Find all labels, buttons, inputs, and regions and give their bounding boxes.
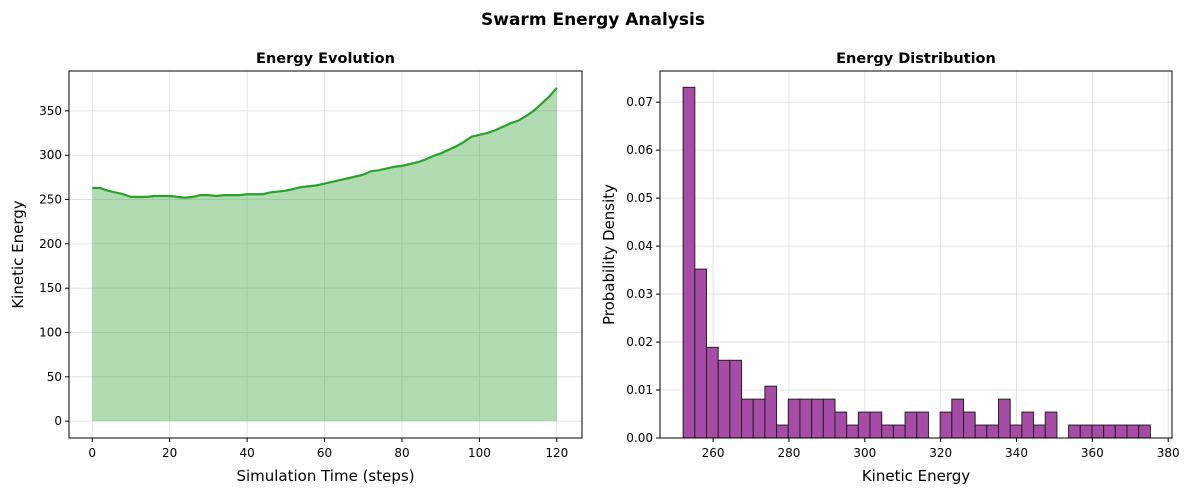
histogram-bar <box>834 411 848 439</box>
histogram-bar <box>705 346 719 439</box>
histogram-bar <box>682 86 696 439</box>
axes-title: Energy Evolution <box>256 51 395 67</box>
histogram-bar <box>869 411 883 439</box>
histogram-bar <box>892 424 906 439</box>
histogram-bar <box>694 268 707 439</box>
x-tick-label: 120 <box>545 446 568 460</box>
y-axis-label: Probability Density <box>600 184 618 325</box>
y-tick-label: 0 <box>54 414 62 428</box>
x-tick-label: 0 <box>88 446 96 460</box>
energy-distribution-axes: 260 280 300 320 340 360 380 0.00 0.01 0.02 0.03 0.0… <box>600 51 1180 485</box>
figure-suptitle: Swarm Energy Analysis <box>481 10 705 30</box>
y-tick-label: 150 <box>39 281 62 295</box>
x-axis-label: Kinetic Energy <box>862 467 970 485</box>
histogram-bar <box>1068 424 1081 439</box>
y-tick-label: 0.02 <box>626 335 653 349</box>
y-tick-label: 250 <box>39 193 62 207</box>
y-tick-label: 0.01 <box>626 383 653 397</box>
y-tick-label: 0.04 <box>626 239 653 253</box>
y-tick-label: 100 <box>39 326 62 340</box>
histogram-bar <box>1079 424 1093 439</box>
histogram-bar <box>1033 424 1046 439</box>
y-tick-label: 0.06 <box>626 143 653 157</box>
energy-area-fill <box>92 87 557 422</box>
axes-frame <box>68 70 583 439</box>
energy-line <box>92 87 558 199</box>
histogram-bar <box>916 411 929 439</box>
y-tick-label: 0.05 <box>626 191 653 205</box>
histogram-bar <box>717 359 731 439</box>
histogram-bar <box>776 424 789 439</box>
axes-frame <box>659 70 1173 439</box>
y-tick-label: 0.07 <box>626 95 653 109</box>
x-tick-label: 260 <box>702 446 725 460</box>
histogram-bar <box>752 398 766 439</box>
histogram-bar <box>1126 424 1140 439</box>
x-tick-label: 40 <box>239 446 254 460</box>
x-axis-label: Simulation Time (steps) <box>236 467 414 485</box>
x-tick-label: 340 <box>1005 446 1028 460</box>
y-tick-label: 300 <box>39 148 62 162</box>
energy-evolution-axes: 0 20 40 60 80 100 120 0 50 100 150 200 250 300 350 Ener… <box>9 51 583 485</box>
histogram-bar <box>1138 424 1151 439</box>
histogram-bar <box>1103 424 1116 439</box>
histogram-bar <box>881 424 894 439</box>
histogram-bar <box>986 424 1000 439</box>
histogram-bar <box>799 398 813 439</box>
x-tick-label: 300 <box>853 446 876 460</box>
histogram-bar <box>857 411 871 439</box>
histogram-bar <box>962 411 976 439</box>
histogram-bar <box>822 398 836 439</box>
histogram-bar <box>1044 411 1058 439</box>
histogram-bar <box>974 424 988 439</box>
y-tick-label: 200 <box>39 237 62 251</box>
histogram-bar <box>1091 424 1105 439</box>
axes-title: Energy Distribution <box>836 51 996 67</box>
histogram-bar <box>741 398 754 439</box>
histogram-bar <box>811 398 824 439</box>
histogram-bar <box>846 424 859 439</box>
x-tick-label: 20 <box>162 446 177 460</box>
y-tick-label: 0.00 <box>626 431 653 445</box>
histogram-bar <box>939 411 953 439</box>
y-tick-label: 50 <box>47 370 62 384</box>
histogram-bar <box>729 359 743 439</box>
x-tick-label: 360 <box>1081 446 1104 460</box>
x-tick-label: 280 <box>777 446 800 460</box>
y-axis-label: Kinetic Energy <box>9 200 27 308</box>
histogram-bar <box>787 398 801 439</box>
y-tick-label: 350 <box>39 104 62 118</box>
histogram-bar <box>1009 424 1023 439</box>
histogram-bar <box>1021 411 1035 439</box>
x-tick-label: 100 <box>468 446 491 460</box>
histogram-bar <box>998 398 1011 439</box>
x-tick-label: 80 <box>394 446 409 460</box>
y-tick-label: 0.03 <box>626 287 653 301</box>
histogram-bar <box>904 411 918 439</box>
x-tick-label: 380 <box>1157 446 1180 460</box>
x-tick-label: 320 <box>929 446 952 460</box>
histogram-bar <box>764 385 778 439</box>
x-tick-label: 60 <box>317 446 332 460</box>
histogram-bar <box>951 398 964 439</box>
histogram-bar <box>1114 424 1128 439</box>
